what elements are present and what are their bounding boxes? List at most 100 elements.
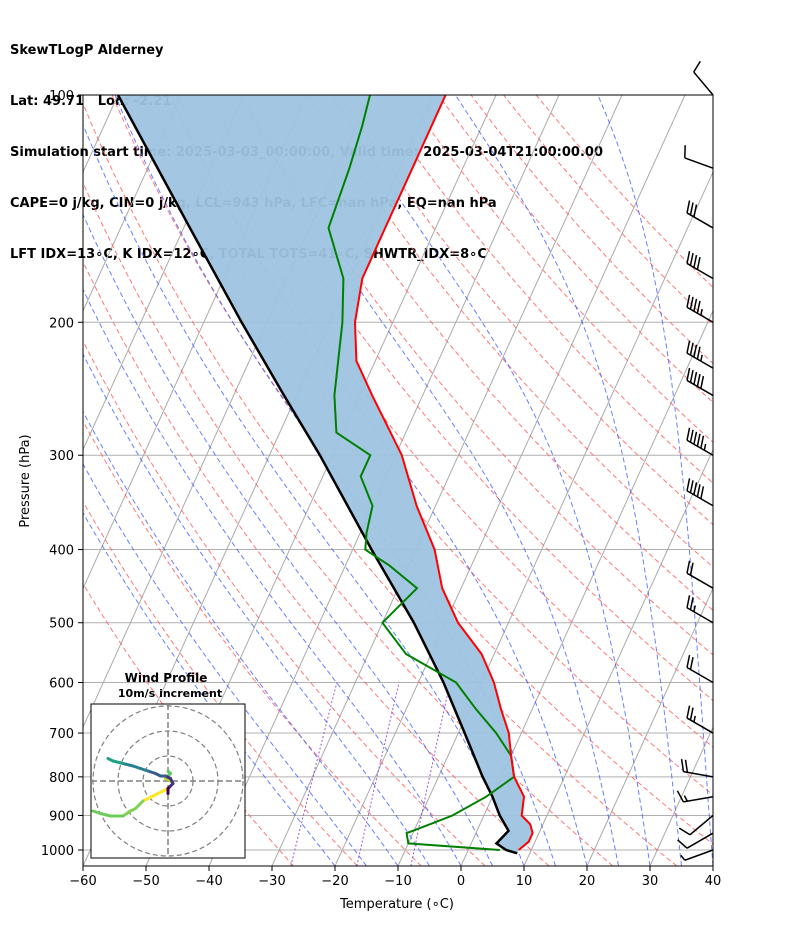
wind-barb-flag (689, 597, 694, 610)
wind-barb (686, 340, 714, 369)
wind-barb-flag (689, 656, 694, 670)
hodograph-subtitle: 10m/s increment (118, 687, 222, 700)
wind-barb-staff (689, 814, 714, 836)
title-line-1: SkewTLogP Alderney (10, 43, 164, 58)
isotherm-line (271, 95, 623, 866)
dry-adiabat (144, 95, 713, 796)
y-tick-label: 100 (49, 89, 74, 104)
wind-barb-flag (696, 373, 701, 387)
isotherm-line (334, 95, 686, 866)
isotherm-line (586, 587, 713, 866)
wind-barb-flag (684, 759, 689, 773)
x-tick-label: −20 (321, 874, 348, 889)
hodograph-inset: Wind Profile 10m/s increment (90, 671, 246, 859)
wind-barb-half-flag (703, 443, 707, 451)
wind-barb-half-flag (680, 854, 686, 861)
wind-barb-flag (686, 654, 691, 668)
wind-barb-flag (689, 296, 694, 310)
isotherm-line (83, 95, 245, 451)
wind-barb-staff (686, 352, 714, 369)
isotherm-line (397, 170, 713, 866)
wind-barb-flag (696, 300, 701, 314)
wind-barb-flag (689, 707, 694, 721)
wind-barb-flag (686, 340, 691, 354)
wind-barb-staff (684, 157, 714, 169)
wind-barb (680, 759, 714, 778)
wind-barb-staff (686, 439, 714, 456)
wind-barb (684, 145, 714, 169)
dry-adiabat (307, 95, 713, 568)
wind-barb-staff (686, 572, 714, 589)
wind-barb (686, 294, 714, 323)
moist-adiabat (83, 410, 399, 866)
wind-barb-flag (686, 294, 691, 308)
wind-barb-staff (686, 717, 714, 734)
wind-barb-flag (700, 486, 705, 499)
y-axis-label: Pressure (hPa) (18, 434, 33, 527)
wind-barb-half-flag (700, 354, 703, 362)
dry-adiabat (274, 95, 713, 612)
wind-barb-flag (693, 371, 698, 385)
hodograph-segment (106, 757, 115, 763)
x-tick-label: 10 (516, 874, 533, 889)
wind-barb-staff (686, 490, 714, 507)
mixing-ratio-line (356, 682, 400, 866)
wind-barb-flag (689, 342, 694, 356)
wind-barb-flag (686, 705, 691, 719)
wind-barb (680, 849, 714, 861)
isotherm-line (649, 726, 713, 866)
isotherm-line (523, 448, 713, 866)
moist-adiabat (239, 95, 619, 866)
wind-barb-half-flag (693, 605, 696, 612)
wind-barb-flag (689, 480, 694, 493)
wind-barb-flag (693, 60, 701, 73)
dry-adiabat (242, 95, 713, 656)
wind-barb-flag (693, 431, 698, 445)
wind-barb-flag (678, 827, 691, 836)
dry-adiabat (83, 500, 358, 866)
moist-adiabat (83, 511, 336, 866)
wind-barb (686, 705, 714, 734)
x-tick-label: −40 (195, 874, 222, 889)
wind-barb-staff (686, 379, 714, 397)
isotherm-line (83, 95, 182, 313)
wind-barb (686, 427, 714, 456)
hodograph-segment (121, 809, 132, 818)
isotherm-line (712, 864, 713, 866)
wind-barb-flag (693, 482, 698, 495)
wind-barb-flag (689, 202, 694, 216)
hodograph-segment (141, 794, 155, 803)
hodograph-segment (91, 809, 102, 815)
hodograph-segment (99, 812, 112, 818)
wind-barb-flag (696, 484, 701, 497)
dewpoint-line (327, 95, 516, 851)
wind-barb-staff (686, 262, 714, 280)
wind-barb-staff (686, 306, 714, 323)
dry-adiabat (176, 95, 713, 748)
dry-adiabat (503, 95, 713, 326)
wind-barb (686, 654, 714, 684)
parcel-path-line (116, 95, 518, 855)
moist-adiabat (169, 95, 588, 866)
y-tick-label: 300 (49, 449, 74, 464)
wind-barb-flag (696, 433, 701, 447)
moist-adiabat (331, 95, 651, 866)
moist-adiabat (454, 95, 682, 866)
x-tick-label: −60 (69, 874, 96, 889)
wind-barb-flag (680, 759, 685, 772)
wind-barb-flag (693, 344, 698, 358)
wind-barb (678, 814, 714, 836)
wind-barb (686, 478, 714, 507)
isotherm-line (460, 309, 713, 866)
wind-barb-flag (676, 790, 685, 803)
temperature-line (353, 95, 534, 851)
wind-barb-flag (686, 200, 691, 214)
wind-barb-flag (677, 839, 688, 849)
wind-barb-staff (686, 666, 714, 684)
x-tick-label: −10 (384, 874, 411, 889)
wind-barb-staff (684, 849, 714, 861)
wind-barb-flag (689, 369, 694, 383)
wind-barb-staff (693, 71, 714, 96)
dry-adiabat (83, 420, 422, 866)
